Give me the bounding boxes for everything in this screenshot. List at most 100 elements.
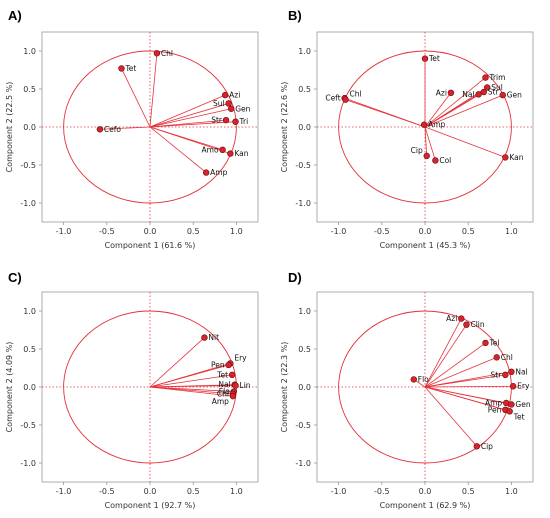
point-label: Clin [470,320,484,329]
loading-vector [424,374,506,388]
point-label: Azi [229,91,240,100]
x-axis-title: Component 1 (92.7 %) [105,501,196,510]
loading-vector [149,337,205,388]
y-tick-label: 0.0 [23,383,36,392]
y-tick-label: -0.5 [20,421,36,430]
point-label: Chl [350,90,362,99]
loading-vector [424,126,436,161]
x-axis-title: Component 1 (45.3 %) [380,241,471,250]
loading-vector [424,342,486,388]
loading-point [96,126,104,133]
loading-point [420,121,428,128]
point-label: Chl [161,49,173,58]
point-label: Nal [462,90,474,99]
loading-point [222,116,230,124]
point-label: Tet [124,64,136,73]
loading-point [225,100,232,107]
x-tick-label: -1.0 [56,487,72,496]
loading-point [342,96,349,103]
loading-point [410,376,417,383]
point-label: Sul [213,99,225,108]
point-label: Cefo [104,125,121,134]
point-label: Tet [513,412,525,421]
loading-point [482,339,489,347]
x-tick-label: 0.0 [419,487,432,496]
loading-point [484,84,491,91]
x-tick-label: 0.0 [419,227,432,236]
point-label: Azi [446,314,457,323]
loading-point [153,50,161,57]
point-label: Sul [491,83,503,92]
loading-vector [424,92,452,128]
loading-point [480,88,487,96]
point-label: Cip [481,442,493,451]
loading-point [458,315,465,322]
loading-vector [149,53,158,128]
y-axis-title: Component 2 (22.3 %) [280,342,289,433]
loading-vector [149,126,207,173]
point-label: Azi [436,88,447,97]
y-tick-label: 1.0 [298,47,311,56]
y-tick-label: -1.0 [295,459,311,468]
y-axis-title: Component 2 (4.09 %) [5,342,14,433]
x-tick-label: -0.5 [99,227,115,236]
loading-point [228,371,236,379]
loading-point [508,401,515,408]
loading-vector [149,386,233,397]
loading-point [228,105,235,112]
y-tick-label: 0.0 [23,123,36,132]
loading-point [421,55,429,62]
point-label: Tet [216,370,228,379]
y-axis-title: Component 2 (22.6 %) [280,82,289,173]
point-label: Kan [234,149,248,158]
loading-point [482,74,489,81]
loading-vector [149,108,232,128]
point-label: Amp [212,397,229,406]
x-axis-title: Component 1 (61.6 %) [105,241,196,250]
y-tick-label: 1.0 [23,307,36,316]
y-tick-label: -0.5 [20,161,36,170]
loading-point [221,91,229,99]
y-tick-label: -1.0 [295,199,311,208]
point-label: Gen [507,91,522,100]
x-tick-label: 1.0 [505,227,518,236]
y-tick-label: 0.5 [298,345,311,354]
x-tick-label: -0.5 [374,227,390,236]
biplot-chart: -1.0 -0.5 0.0 0.5 1.0 1.0 0.5 0.0 -0.5 -1.0 Compon… [280,31,534,250]
loading-vector [424,94,503,128]
point-label: Flo [418,375,429,384]
point-label: Flo [219,387,230,396]
point-label: Lin [240,381,251,390]
loading-point [232,382,239,389]
loading-point [509,383,517,390]
point-label: Pen [211,360,225,369]
point-label: Tri [239,117,249,126]
loading-point [229,392,237,400]
x-tick-label: 0.0 [144,487,157,496]
loading-vector [424,324,467,388]
loading-point [473,443,481,450]
x-tick-label: -0.5 [99,487,115,496]
x-tick-label: 0.5 [462,487,475,496]
loading-vector [424,356,497,388]
loading-vector [424,91,484,128]
loading-vector [149,126,231,154]
y-tick-label: 1.0 [23,47,36,56]
unit-circle [338,50,512,204]
point-label: Tet [428,54,440,63]
y-tick-label: 0.5 [23,85,36,94]
point-label: Str [491,370,503,379]
point-label: Amo [202,145,219,154]
loading-point [475,91,482,98]
point-label: Gen [515,400,530,409]
panel-label: C) [8,270,22,285]
point-label: Kan [509,153,523,162]
x-axis-title: Component 1 (62.9 %) [380,501,471,510]
point-label: Ceft [325,94,340,103]
x-tick-label: -1.0 [331,487,347,496]
loading-point [423,152,430,160]
point-label: Pen [488,405,502,414]
loading-point [202,169,210,176]
loading-point [432,157,439,164]
y-tick-label: 0.0 [298,383,311,392]
